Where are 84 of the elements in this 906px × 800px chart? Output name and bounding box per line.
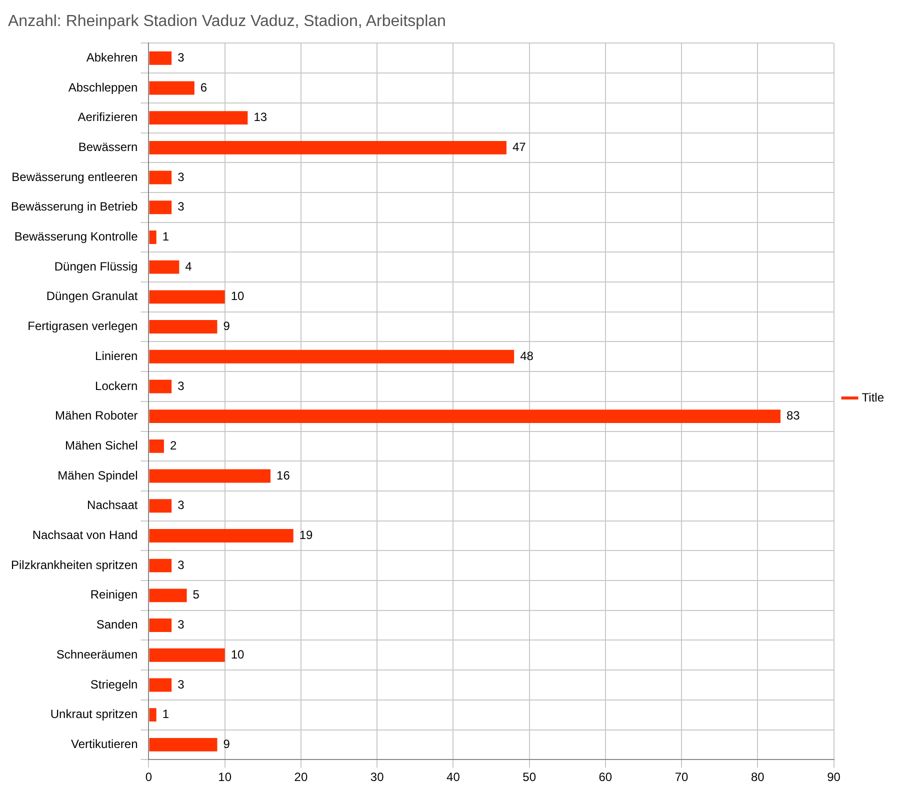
x-tick-label: 20 [294,770,308,784]
bar [149,558,172,572]
data-label: 16 [276,468,290,482]
data-label: 4 [185,259,192,274]
x-tick-label: 10 [218,770,232,784]
x-tick-label: 0 [145,770,152,784]
chart-title: Anzahl: Rheinpark Stadion Vaduz Vaduz, Stadion, Arbeitsplan [8,13,446,30]
bar [149,140,506,154]
data-label: 3 [178,618,185,632]
y-tick-label: Fertigrasen verlegen [28,319,138,334]
y-tick-label: Düngen Flüssig [54,259,138,274]
y-tick-label: Bewässern [78,140,138,154]
y-tick-label: Nachsaat [87,498,138,512]
y-tick-label: Reinigen [90,588,138,602]
data-label: 9 [223,736,230,751]
bar [149,469,271,483]
y-tick-label: Aerifizieren [78,110,138,124]
bar [149,529,294,542]
bar [149,588,187,602]
bar [149,170,172,184]
data-label: 10 [230,289,245,304]
bar [149,439,164,453]
data-label: 3 [178,378,185,393]
bar [149,51,172,65]
bar [149,230,156,244]
y-tick-label: Pilzkrankheiten spritzen [11,558,138,572]
bar [149,708,156,722]
bar [149,499,172,513]
bar [149,81,194,95]
legend-label: Title [862,390,884,404]
data-label: 3 [178,200,185,214]
bar [149,380,172,394]
data-label: 3 [178,170,185,184]
data-label: 48 [520,348,534,363]
data-label: 2 [170,438,177,452]
bar [149,290,225,304]
data-label: 47 [512,140,526,154]
x-tick-label: 40 [446,770,460,784]
data-label: 13 [254,110,268,124]
data-label: 1 [162,707,170,722]
x-tick-label: 50 [522,770,536,784]
y-tick-label: Abschleppen [68,80,138,94]
y-tick-label: Unkraut spritzen [50,707,138,722]
data-label: 9 [223,319,230,334]
data-label: 83 [786,408,800,423]
data-label: 3 [178,677,185,692]
data-label: 10 [230,647,245,662]
y-tick-label: Mähen Spindel [58,468,138,482]
x-tick-label: 80 [750,770,765,784]
y-tick-label: Mähen Roboter [55,408,138,423]
x-tick-label: 30 [370,770,384,784]
x-tick-label: 60 [598,770,612,784]
x-tick-label: 70 [674,770,689,784]
data-label: 3 [178,558,185,572]
y-tick-label: Nachsaat von Hand [32,528,138,542]
data-label: 1 [162,230,170,244]
y-tick-label: Schneeräumen [56,647,138,662]
y-tick-label: Bewässerung in Betrieb [10,200,138,214]
bar [149,260,180,274]
bar [149,618,172,632]
data-label: 19 [299,528,314,542]
y-tick-label: Bewässerung entleeren [12,170,138,184]
data-label: 6 [200,80,208,94]
y-tick-label: Linieren [95,348,138,363]
y-tick-label: Düngen Granulat [46,289,138,304]
bar [149,320,218,334]
y-tick-label: Bewässerung Kontrolle [14,230,138,244]
y-tick-label: Striegeln [90,677,138,692]
bar [149,410,780,424]
y-tick-label: Mähen Sichel [65,438,138,452]
data-label: 3 [178,498,185,512]
x-tick-label: 90 [827,770,841,784]
bar [149,648,225,662]
data-label: 5 [192,588,200,602]
y-tick-label: Sanden [96,618,138,632]
data-label: 3 [178,50,185,64]
y-tick-label: Vertikutieren [71,736,138,751]
y-tick-label: Abkehren [86,50,138,64]
bar [149,111,248,125]
y-tick-label: Lockern [95,378,138,393]
bar [149,738,218,752]
bar [149,200,172,214]
bar [149,678,172,692]
bar [149,350,514,364]
